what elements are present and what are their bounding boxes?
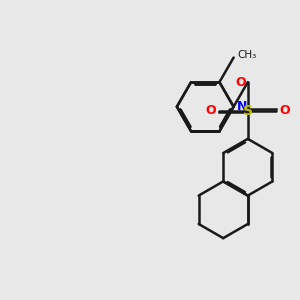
Text: CH₃: CH₃ — [237, 50, 256, 61]
Text: N: N — [237, 100, 248, 113]
Text: O: O — [236, 76, 246, 88]
Text: O: O — [280, 104, 290, 117]
Text: S: S — [243, 103, 253, 118]
Text: O: O — [205, 104, 216, 117]
